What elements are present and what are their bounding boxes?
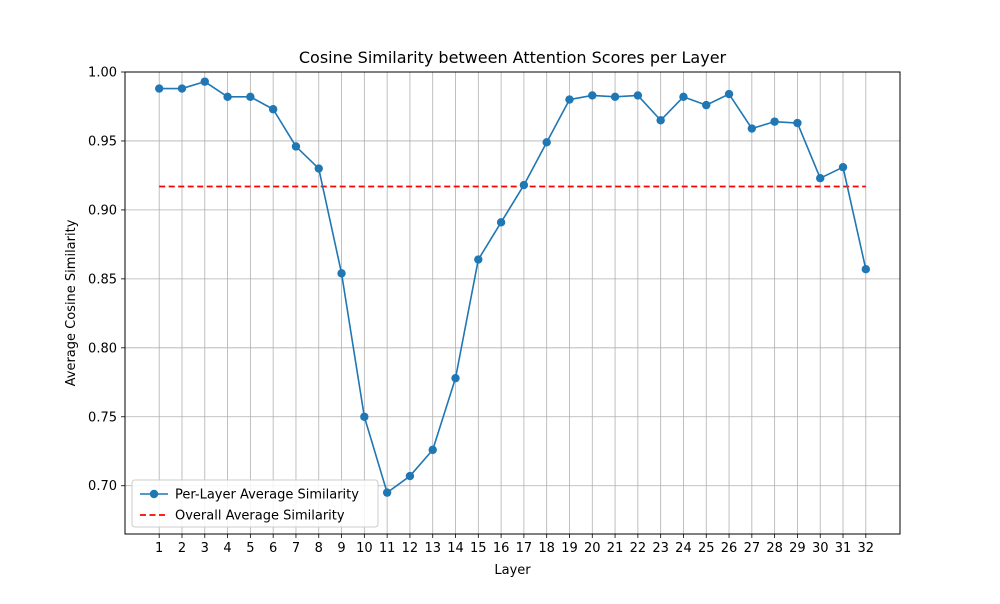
data-point-marker [291, 142, 301, 151]
x-tick-label: 6 [269, 541, 277, 556]
legend-swatch-marker [149, 489, 159, 499]
data-point-marker [223, 92, 232, 102]
x-axis-label: Layer [494, 563, 531, 578]
data-point-marker [838, 162, 848, 172]
x-tick-label: 20 [584, 541, 601, 556]
data-point-marker [633, 91, 643, 100]
y-tick-label: 0.90 [88, 203, 117, 218]
data-point-marker [770, 117, 779, 126]
x-tick-label: 13 [424, 541, 441, 556]
x-tick-label: 2 [178, 541, 186, 556]
data-point-marker [588, 91, 597, 100]
data-point-marker [519, 180, 529, 190]
data-point-marker [679, 92, 688, 102]
x-tick-label: 15 [470, 541, 487, 556]
x-tick-label: 16 [493, 541, 510, 556]
x-tick-label: 12 [402, 541, 419, 556]
data-point-marker [542, 138, 551, 147]
data-point-marker [246, 92, 255, 102]
data-point-marker [268, 105, 278, 114]
data-point-marker [382, 488, 392, 497]
data-point-marker [610, 92, 620, 102]
y-tick-label: 0.80 [88, 341, 117, 356]
x-tick-label: 1 [155, 541, 163, 556]
data-point-marker [656, 116, 665, 125]
x-tick-label: 17 [516, 541, 533, 556]
data-point-marker [200, 77, 209, 86]
data-point-marker [565, 95, 574, 104]
x-tick-label: 4 [223, 541, 231, 556]
data-point-marker [702, 100, 711, 110]
x-tick-label: 18 [538, 541, 555, 556]
x-tick-label: 9 [337, 541, 345, 556]
x-tick-label: 21 [607, 541, 624, 556]
x-tick-label: 24 [675, 541, 692, 556]
data-point-marker [724, 89, 734, 99]
x-tick-label: 22 [630, 541, 647, 556]
data-point-marker [177, 84, 187, 93]
y-tick-label: 0.70 [88, 479, 117, 494]
data-point-marker [451, 373, 460, 383]
x-tick-label: 8 [315, 541, 323, 556]
data-point-marker [793, 118, 802, 128]
x-tick-label: 11 [379, 541, 396, 556]
data-point-marker [428, 445, 437, 455]
y-tick-label: 0.75 [88, 410, 117, 425]
legend-entry-label: Per-Layer Average Similarity [175, 488, 359, 503]
data-point-marker [861, 265, 871, 274]
x-tick-label: 29 [789, 541, 806, 556]
x-tick-label: 7 [292, 541, 300, 556]
data-point-marker [337, 269, 346, 278]
x-axis-ticks: 1 2 3 4 5 6 7 8 9 10 11 12 13 14 15 16 17 18 19 20 21 22 23 24 2… [155, 534, 874, 556]
y-tick-label: 1.00 [88, 66, 117, 81]
y-tick-label: 0.95 [88, 134, 117, 149]
x-tick-label: 30 [812, 541, 829, 556]
x-tick-label: 3 [201, 541, 209, 556]
x-tick-label: 10 [356, 541, 373, 556]
legend-box [131, 479, 379, 528]
y-axis-label: Average Cosine Similarity [64, 219, 79, 386]
x-tick-label: 25 [698, 541, 715, 556]
x-tick-label: 19 [561, 541, 578, 556]
data-point-marker [360, 412, 369, 421]
x-tick-label: 26 [721, 541, 738, 556]
y-axis-ticks: 0.70 0.75 0.80 0.85 0.90 0.95 1.00 [88, 66, 125, 494]
data-point-marker [496, 218, 506, 227]
legend-entry-label: Overall Average Similarity [175, 509, 345, 524]
y-tick-label: 0.85 [88, 272, 117, 287]
grid [125, 71, 900, 534]
data-point-marker [816, 173, 825, 183]
data-point-marker [747, 124, 757, 133]
chart-title: Cosine Similarity between Attention Scor… [299, 48, 727, 67]
x-tick-label: 28 [766, 541, 783, 556]
x-tick-label: 5 [246, 541, 254, 556]
x-tick-label: 14 [447, 541, 464, 556]
data-point-marker [154, 84, 164, 93]
x-tick-label: 32 [858, 541, 875, 556]
data-point-marker [314, 164, 323, 173]
data-point-marker [474, 255, 483, 264]
legend: Per-Layer Average Similarity Overall Aver… [131, 479, 379, 528]
series-layer [154, 77, 871, 497]
x-tick-label: 23 [652, 541, 669, 556]
x-tick-label: 31 [835, 541, 852, 556]
x-tick-label: 27 [744, 541, 761, 556]
per-layer-series-line [159, 80, 867, 494]
data-point-marker [405, 471, 415, 481]
plot-frame [124, 71, 901, 535]
